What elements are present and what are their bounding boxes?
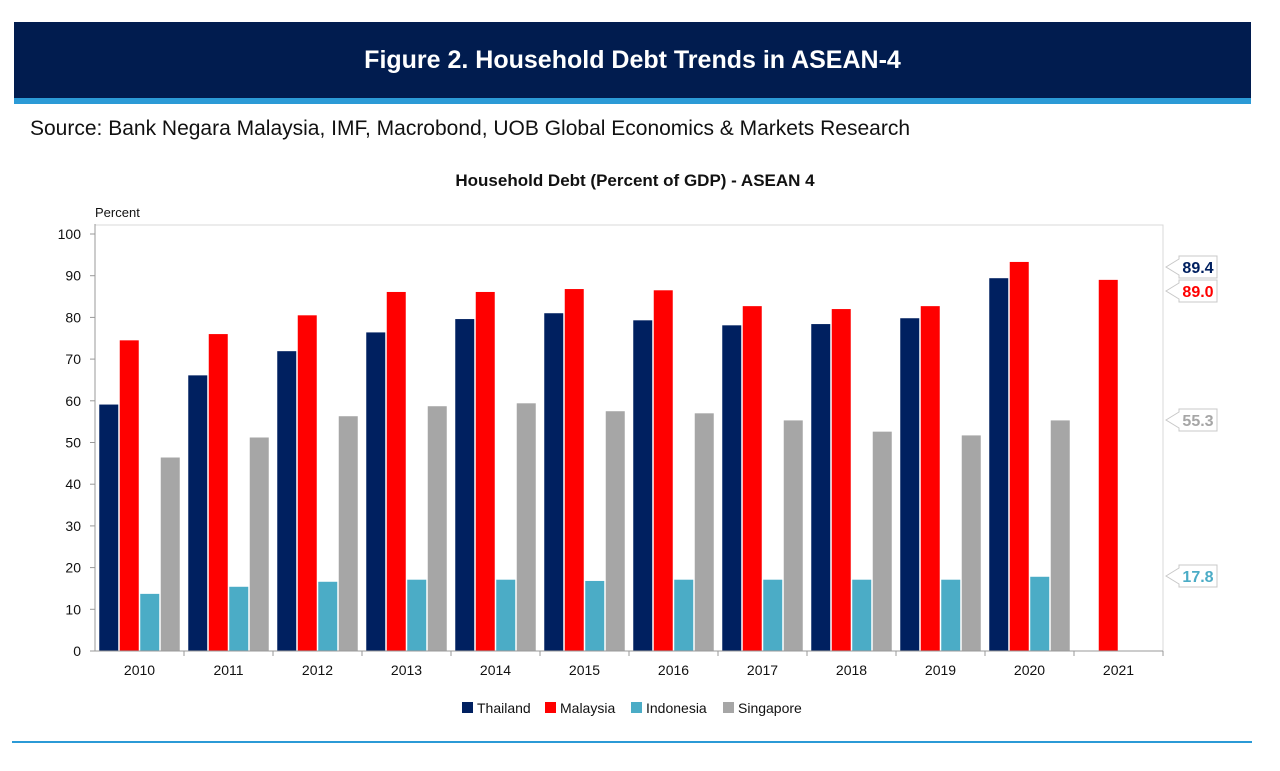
bar-singapore-2020 xyxy=(1050,420,1070,651)
bar-indonesia-2016 xyxy=(674,579,694,651)
y-tick-label: 70 xyxy=(65,351,81,367)
bar-thailand-2010 xyxy=(99,404,119,651)
bar-malaysia-2012 xyxy=(297,315,317,651)
bar-thailand-2014 xyxy=(455,319,475,651)
x-tick-label: 2012 xyxy=(302,662,333,678)
bottom-divider xyxy=(12,741,1252,743)
y-axis-label: Percent xyxy=(95,205,140,220)
y-tick-label: 10 xyxy=(65,601,81,617)
bar-thailand-2015 xyxy=(544,313,564,651)
legend-swatch-indonesia xyxy=(631,702,642,713)
end-label-box xyxy=(1165,255,1218,279)
bar-malaysia-2021 xyxy=(1098,279,1118,651)
bar-indonesia-2020 xyxy=(1030,576,1050,651)
bar-indonesia-2011 xyxy=(229,586,249,651)
x-tick-label: 2021 xyxy=(1103,662,1134,678)
bar-singapore-2019 xyxy=(961,435,981,651)
bar-malaysia-2019 xyxy=(920,306,940,651)
bar-indonesia-2019 xyxy=(941,579,961,651)
bar-singapore-2017 xyxy=(783,420,803,651)
bar-singapore-2011 xyxy=(249,437,269,651)
bar-malaysia-2011 xyxy=(208,334,228,651)
bar-singapore-2016 xyxy=(694,413,714,651)
bar-malaysia-2018 xyxy=(831,309,851,651)
bar-thailand-2020 xyxy=(989,278,1009,651)
bar-thailand-2019 xyxy=(900,318,920,651)
x-tick-label: 2015 xyxy=(569,662,600,678)
y-tick-label: 30 xyxy=(65,518,81,534)
bar-indonesia-2015 xyxy=(585,580,605,651)
y-tick-label: 20 xyxy=(65,560,81,576)
bar-thailand-2016 xyxy=(633,320,653,651)
bar-malaysia-2015 xyxy=(564,289,584,651)
bar-thailand-2013 xyxy=(366,332,386,651)
y-tick-label: 100 xyxy=(58,226,82,242)
bar-thailand-2018 xyxy=(811,324,831,651)
bar-thailand-2011 xyxy=(188,375,208,651)
end-label-malaysia: 89.0 xyxy=(1182,284,1213,301)
legend-label-thailand: Thailand xyxy=(477,700,531,716)
chart-title: Household Debt (Percent of GDP) - ASEAN … xyxy=(455,171,815,190)
legend-swatch-singapore xyxy=(723,702,734,713)
bar-malaysia-2017 xyxy=(742,306,762,651)
end-label-singapore: 55.3 xyxy=(1182,413,1213,430)
figure-title: Figure 2. Household Debt Trends in ASEAN… xyxy=(364,45,901,74)
x-tick-label: 2010 xyxy=(124,662,155,678)
end-label-thailand: 89.4 xyxy=(1182,260,1213,277)
bar-singapore-2018 xyxy=(872,431,892,651)
y-tick-label: 80 xyxy=(65,309,81,325)
bar-malaysia-2014 xyxy=(475,291,495,651)
legend-label-indonesia: Indonesia xyxy=(646,700,707,716)
bar-indonesia-2018 xyxy=(852,579,872,651)
figure-title-banner: Figure 2. Household Debt Trends in ASEAN… xyxy=(14,22,1251,104)
bar-indonesia-2013 xyxy=(407,579,427,651)
end-label-indonesia: 17.8 xyxy=(1182,569,1213,586)
x-tick-label: 2020 xyxy=(1014,662,1045,678)
end-label-box xyxy=(1165,564,1218,588)
y-tick-label: 60 xyxy=(65,393,81,409)
source-note: Source: Bank Negara Malaysia, IMF, Macro… xyxy=(30,117,911,140)
end-label-box xyxy=(1165,408,1218,432)
legend-label-singapore: Singapore xyxy=(738,700,802,716)
bar-singapore-2013 xyxy=(427,406,447,651)
x-tick-label: 2013 xyxy=(391,662,422,678)
bar-malaysia-2010 xyxy=(119,340,139,651)
bar-singapore-2014 xyxy=(516,403,536,651)
bar-singapore-2015 xyxy=(605,411,625,651)
bar-thailand-2012 xyxy=(277,351,297,651)
x-tick-label: 2016 xyxy=(658,662,689,678)
bar-indonesia-2014 xyxy=(496,579,516,651)
end-label-box xyxy=(1165,279,1218,303)
x-tick-label: 2018 xyxy=(836,662,867,678)
legend-swatch-malaysia xyxy=(545,702,556,713)
x-tick-label: 2017 xyxy=(747,662,778,678)
x-tick-label: 2014 xyxy=(480,662,511,678)
legend-swatch-thailand xyxy=(462,702,473,713)
bar-singapore-2010 xyxy=(160,457,180,651)
y-tick-label: 0 xyxy=(73,643,81,659)
x-tick-label: 2019 xyxy=(925,662,956,678)
bar-indonesia-2017 xyxy=(763,579,783,651)
bar-malaysia-2020 xyxy=(1009,261,1029,651)
legend-label-malaysia: Malaysia xyxy=(560,700,615,716)
bar-indonesia-2012 xyxy=(318,581,338,651)
bar-thailand-2017 xyxy=(722,325,742,651)
y-tick-label: 90 xyxy=(65,268,81,284)
bar-malaysia-2013 xyxy=(386,291,406,651)
bar-indonesia-2010 xyxy=(140,593,160,651)
x-tick-label: 2011 xyxy=(213,662,243,678)
bar-singapore-2012 xyxy=(338,416,358,651)
y-tick-label: 40 xyxy=(65,476,81,492)
y-tick-label: 50 xyxy=(65,435,81,451)
bar-malaysia-2016 xyxy=(653,290,673,651)
